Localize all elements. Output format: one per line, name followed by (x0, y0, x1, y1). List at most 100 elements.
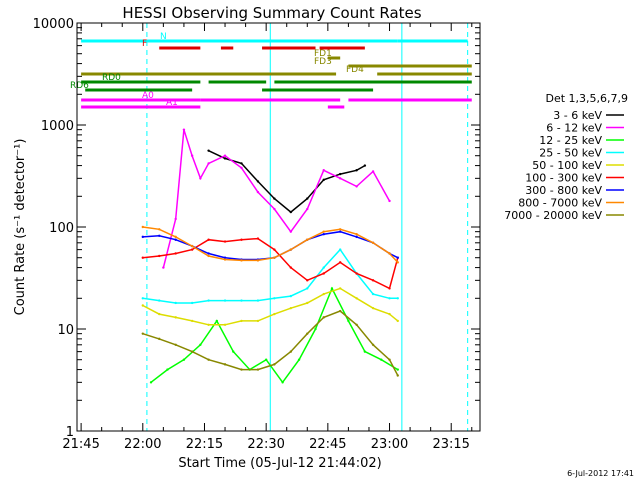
data-point-7-6 (240, 259, 243, 262)
data-point-1-13 (338, 177, 342, 180)
flag-label-n: N (160, 32, 167, 42)
chart-title: HESSI Observing Summary Count Rates (122, 4, 421, 22)
data-point-6-11 (322, 232, 325, 236)
data-point-0-7 (322, 178, 325, 182)
data-point-8-13 (355, 323, 358, 326)
legend-label-1: 6 - 12 keV (546, 122, 602, 135)
data-point-4-7 (256, 319, 260, 323)
data-point-6-5 (223, 256, 227, 259)
data-point-6-2 (174, 238, 177, 241)
data-point-8-3 (190, 350, 194, 353)
data-point-7-10 (306, 238, 309, 241)
data-point-8-8 (273, 363, 276, 366)
data-point-5-7 (256, 237, 260, 240)
data-point-5-3 (190, 248, 194, 251)
flag-label-fd3: FD3 (314, 57, 332, 67)
footer-timestamp: 6-Jul-2012 17:41 (567, 469, 634, 478)
data-point-4-8 (273, 312, 276, 316)
data-point-2-3 (199, 343, 202, 346)
legend-label-5: 100 - 300 keV (525, 172, 602, 185)
data-point-3-4 (207, 299, 210, 302)
data-point-6-1 (158, 234, 161, 237)
data-point-1-12 (322, 169, 325, 172)
x-axis: 21:45 22:00 22:15 22:30 22:45 23:00 23:15 (62, 23, 473, 452)
data-point-4-11 (322, 292, 325, 296)
data-point-5-5 (223, 240, 227, 243)
data-point-4-16 (396, 319, 399, 323)
data-point-3-0 (141, 297, 144, 300)
data-point-8-7 (256, 368, 260, 371)
data-point-8-4 (207, 358, 210, 361)
data-point-5-1 (158, 254, 161, 258)
data-point-0-2 (240, 162, 243, 165)
data-point-8-16 (396, 374, 399, 377)
data-point-1-7 (240, 166, 243, 170)
data-point-1-0 (162, 266, 165, 269)
data-point-1-5 (207, 162, 210, 165)
data-point-4-6 (240, 319, 243, 323)
data-point-1-11 (306, 207, 309, 211)
y-tick-label-3: 1000 (41, 119, 74, 134)
data-point-4-5 (223, 323, 227, 326)
data-point-2-11 (330, 287, 334, 290)
data-point-8-2 (174, 343, 177, 346)
data-point-2-0 (149, 381, 153, 384)
data-point-3-9 (289, 294, 293, 298)
data-point-8-10 (306, 332, 309, 335)
data-point-0-4 (273, 197, 276, 200)
data-point-3-1 (158, 299, 161, 302)
data-point-2-2 (182, 358, 186, 361)
data-point-2-12 (347, 319, 350, 323)
data-point-3-11 (322, 266, 325, 269)
x-tick-label-1: 22:00 (124, 437, 161, 452)
y-axis: 1 10 100 1000 10000 (33, 17, 480, 440)
data-point-3-2 (174, 301, 177, 305)
data-point-3-10 (306, 287, 309, 290)
data-point-0-5 (289, 210, 293, 214)
y-tick-label-0: 1 (66, 425, 74, 440)
flag-label-fd1: FD1 (314, 49, 332, 59)
data-point-0-10 (363, 164, 367, 167)
data-point-7-11 (322, 230, 325, 233)
data-point-1-16 (388, 199, 391, 203)
y-tick-label-1: 10 (57, 323, 74, 338)
x-tick-label-2: 22:15 (186, 437, 223, 452)
flag-label-a0: A0 (142, 91, 154, 101)
data-point-1-4 (199, 177, 202, 180)
y-tick-label-2: 100 (49, 221, 74, 236)
data-point-5-2 (174, 252, 177, 255)
data-point-5-10 (306, 279, 309, 282)
data-point-7-9 (289, 248, 293, 251)
legend-title: Det 1,3,5,6,7,9 (545, 92, 628, 105)
data-point-7-16 (396, 261, 399, 264)
data-point-1-8 (256, 190, 260, 194)
flag-label-f: F (142, 39, 147, 49)
legend-label-3: 25 - 50 keV (539, 147, 602, 160)
data-point-3-6 (240, 299, 243, 302)
data-point-5-11 (322, 272, 325, 275)
data-point-3-14 (371, 292, 375, 296)
data-point-1-9 (273, 207, 276, 211)
data-point-7-14 (371, 241, 375, 244)
x-tick-label-4: 22:45 (309, 437, 346, 452)
data-point-5-0 (141, 256, 144, 259)
data-point-3-8 (273, 297, 276, 300)
data-point-2-14 (380, 358, 383, 361)
flag-label-a1: A1 (166, 98, 178, 108)
data-point-2-9 (297, 358, 301, 361)
data-point-5-8 (273, 248, 276, 251)
data-point-8-15 (388, 358, 391, 361)
data-point-3-12 (338, 248, 342, 251)
data-point-0-3 (256, 180, 260, 183)
data-point-7-12 (338, 228, 342, 231)
legend-label-7: 800 - 7000 keV (518, 197, 602, 210)
data-point-7-7 (256, 259, 260, 262)
legend-label-0: 3 - 6 keV (553, 109, 602, 122)
x-tick-label-0: 21:45 (62, 437, 99, 452)
data-point-5-6 (240, 238, 243, 241)
data-point-2-4 (215, 319, 219, 323)
data-point-2-5 (232, 350, 235, 353)
data-point-1-10 (289, 230, 293, 233)
